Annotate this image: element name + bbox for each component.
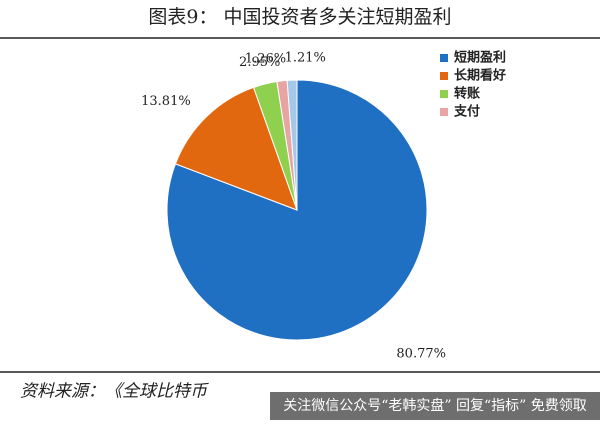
legend-label: 短期盈利 — [454, 50, 506, 66]
legend-label: 转账 — [454, 86, 480, 102]
legend-swatch — [440, 72, 448, 80]
data-label: 1.21% — [285, 51, 326, 66]
legend-label: 支付 — [453, 104, 480, 120]
legend-swatch — [440, 54, 448, 62]
data-label: 80.77% — [396, 347, 446, 362]
data-label: 13.81% — [141, 94, 191, 109]
watermark-bg — [270, 392, 600, 420]
legend-swatch — [440, 90, 448, 98]
legend-swatch — [440, 108, 448, 116]
pie-slice — [166, 79, 428, 341]
legend-label: 长期看好 — [454, 68, 506, 84]
chart-title: 图表9： 中国投资者多关注短期盈利 — [148, 6, 451, 28]
pie-slice — [286, 79, 298, 211]
watermark: 关注微信公众号“老韩实盘” 回复“指标” 免费领取 — [283, 397, 587, 414]
source: 资料来源：《全球比特币 — [20, 382, 209, 402]
data-label: 2.95% — [239, 55, 280, 70]
data-label: 1.26% — [245, 52, 286, 67]
pie-slice — [174, 86, 298, 211]
